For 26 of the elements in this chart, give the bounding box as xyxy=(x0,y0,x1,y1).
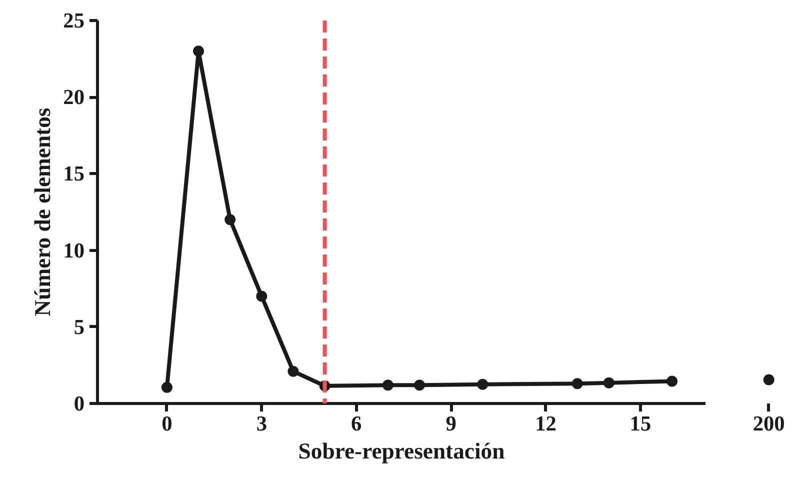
y-tick-label: 15 xyxy=(63,162,84,186)
y-tick-label: 20 xyxy=(63,85,84,110)
y-tick-label: 25 xyxy=(63,8,84,32)
x-axis-title: Sobre-representación xyxy=(298,438,506,464)
x-tick-label: 15 xyxy=(630,412,652,436)
point xyxy=(193,46,204,57)
x-tick-label: 12 xyxy=(535,412,556,436)
x-tick-label: 9 xyxy=(446,412,456,436)
point xyxy=(382,380,394,391)
point xyxy=(603,377,614,388)
point xyxy=(224,214,236,226)
point xyxy=(666,376,678,387)
x-tick-label: 200 xyxy=(752,412,785,436)
x-tick-label: 0 xyxy=(162,412,172,436)
point xyxy=(288,366,299,377)
point xyxy=(256,290,268,302)
y-tick-label: 10 xyxy=(63,238,84,262)
y-axis-title: Número de elementos xyxy=(30,108,56,316)
y-tick-label: 0 xyxy=(74,392,85,416)
point xyxy=(477,378,488,390)
point xyxy=(572,378,583,390)
x-tick-label: 6 xyxy=(351,412,362,436)
x-tick-label: 3 xyxy=(256,412,267,436)
point xyxy=(414,380,425,391)
y-tick-label: 5 xyxy=(74,314,85,339)
point xyxy=(161,382,172,393)
